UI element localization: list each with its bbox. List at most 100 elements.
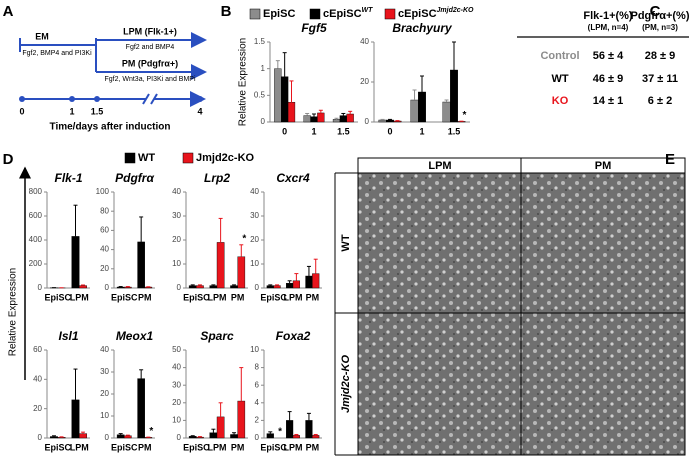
- x-tick-label: LPM: [284, 442, 303, 452]
- timeline-tick: 0: [19, 106, 24, 116]
- bar: [310, 116, 318, 123]
- bar: [216, 416, 225, 439]
- table-cell: 46 ± 9: [593, 73, 624, 85]
- y-tick-label: 20: [172, 235, 181, 244]
- chart-title: Sparc: [200, 329, 234, 343]
- significance-mark: *: [278, 427, 282, 438]
- legend-swatch: [384, 8, 396, 20]
- bar: [266, 433, 274, 439]
- image-column-label: PM: [595, 160, 612, 172]
- legend-name: Jmjd2c-KO: [196, 152, 255, 164]
- legend-sup: Jmjd2c-KO: [437, 7, 475, 14]
- bar: [410, 99, 419, 123]
- y-tick-label: 1.5: [254, 37, 266, 46]
- bar: [196, 285, 204, 289]
- table-cell: 6 ± 2: [648, 95, 672, 107]
- x-tick-label: LPM: [70, 442, 89, 452]
- bar: [286, 420, 294, 439]
- column-header: Pdgfrα+(%): [630, 10, 689, 22]
- legend-swatch: [249, 8, 261, 20]
- y-tick-label: 400: [29, 235, 43, 244]
- legend-name: WT: [138, 152, 155, 164]
- x-tick-label: EpiSC: [183, 292, 210, 302]
- bar: [209, 432, 218, 439]
- y-tick-label: 6: [255, 380, 260, 389]
- y-tick-label: 0: [261, 117, 266, 126]
- x-tick-label: 1.5: [337, 126, 350, 136]
- bar: [303, 115, 311, 123]
- x-tick-label: EpiSC: [260, 442, 287, 452]
- column-header: Flk-1+(%): [583, 10, 633, 22]
- bar: [124, 435, 132, 439]
- x-tick-label: 0: [282, 126, 287, 136]
- y-axis-label: Relative Expression: [8, 268, 19, 356]
- significance-mark: *: [463, 110, 467, 121]
- branch-label: LPM (Flk-1+): [123, 26, 177, 36]
- chart-title: Fgf5: [301, 21, 327, 35]
- legend-swatch: [124, 152, 136, 164]
- y-tick-label: 0: [177, 283, 182, 292]
- table-cell: 28 ± 9: [645, 50, 676, 62]
- x-tick-label: PM: [231, 292, 245, 302]
- table-cell: 56 ± 4: [593, 50, 624, 62]
- y-tick-label: 30: [100, 367, 109, 376]
- panel-letter: B: [221, 3, 232, 20]
- bar: [312, 273, 320, 289]
- bar: [450, 69, 458, 123]
- branch-condition: Fgf2 and BMP4: [126, 44, 175, 51]
- bar: [137, 241, 145, 289]
- y-tick-label: 2: [255, 416, 260, 425]
- bar: [71, 399, 80, 439]
- y-tick-label: 40: [250, 187, 259, 196]
- y-tick-label: 40: [100, 245, 109, 254]
- branch-condition: Fgf2, Wnt3a, PI3Ki and BMPi: [104, 76, 195, 83]
- x-tick-label: PM: [138, 442, 152, 452]
- panel-letter: D: [3, 151, 14, 168]
- x-tick-label: EpiSC: [111, 442, 138, 452]
- x-tick-label: LPM: [284, 292, 303, 302]
- y-tick-label: 60: [100, 226, 109, 235]
- y-tick-label: 800: [29, 187, 43, 196]
- bar: [230, 434, 238, 439]
- timeline-dot: [19, 96, 25, 102]
- y-tick-label: 10: [172, 416, 181, 425]
- x-tick-label: EpiSC: [44, 292, 71, 302]
- x-tick-label: EpiSC: [111, 292, 138, 302]
- row-label: KO: [552, 95, 569, 107]
- bar: [57, 437, 66, 439]
- y-tick-label: 0: [105, 433, 110, 442]
- bar: [393, 120, 402, 123]
- chart-title: Isl1: [58, 329, 78, 343]
- legend-name: cEpiSC: [398, 8, 437, 20]
- bar: [196, 436, 204, 439]
- y-tick-label: 40: [172, 363, 181, 372]
- bar: [230, 285, 238, 289]
- bar: [273, 285, 281, 289]
- y-tick-label: 20: [360, 77, 369, 86]
- bar: [292, 435, 300, 439]
- bar: [281, 76, 289, 123]
- y-tick-label: 10: [250, 259, 259, 268]
- x-tick-label: EpiSC: [260, 292, 287, 302]
- y-tick-label: 40: [33, 374, 42, 383]
- x-tick-label: PM: [306, 442, 320, 452]
- row-label: WT: [551, 73, 568, 85]
- chart-title: Brachyury: [392, 21, 453, 35]
- chart-title: Foxa2: [276, 329, 311, 343]
- y-tick-label: 10: [100, 411, 109, 420]
- branch-label: PM (Pdgfrα+): [122, 58, 178, 68]
- y-tick-label: 80: [100, 206, 109, 215]
- bar: [237, 400, 246, 439]
- y-tick-label: 0: [177, 433, 182, 442]
- x-tick-label: PM: [231, 442, 245, 452]
- bar: [79, 285, 87, 289]
- bar: [266, 285, 274, 289]
- bar: [386, 119, 394, 123]
- bar: [312, 435, 320, 439]
- bar: [124, 286, 132, 289]
- legend-label: cEpiSCWT: [323, 7, 373, 20]
- bar: [71, 236, 80, 289]
- x-tick-label: 1.5: [448, 126, 461, 136]
- bar: [209, 285, 218, 289]
- bar: [188, 285, 197, 289]
